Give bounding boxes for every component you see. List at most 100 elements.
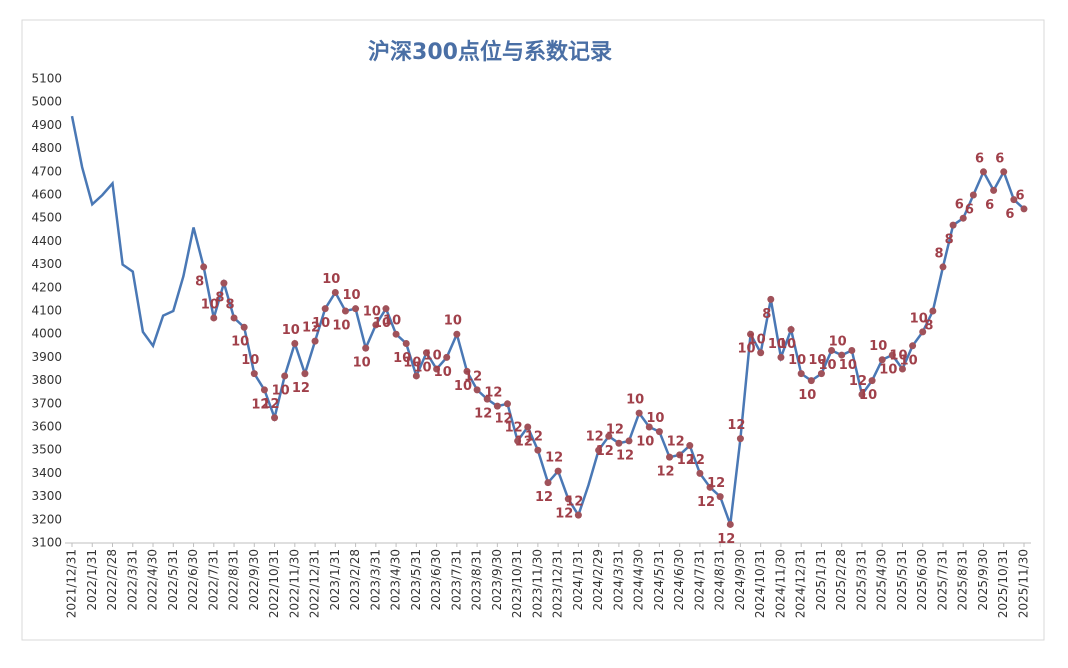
point-label: 12 [586,430,604,445]
x-tick-label: 2022/1/31 [85,549,99,611]
point-marker [291,339,299,347]
y-tick-label: 3800 [31,373,62,387]
y-tick-label: 4600 [31,188,62,202]
point-marker [828,346,836,354]
point-marker [412,372,420,380]
point-marker [939,263,947,271]
point-label: 10 [636,435,654,450]
point-marker [767,295,775,303]
x-tick-label: 2024/1/31 [571,549,585,611]
point-marker [240,323,248,331]
y-tick-label: 5100 [31,72,62,86]
point-marker [392,330,400,338]
point-label: 8 [195,274,204,289]
point-marker [645,423,653,431]
point-marker [220,279,228,287]
x-tick-label: 2025/8/31 [956,549,970,611]
point-label: 10 [626,393,644,408]
point-marker [858,391,866,399]
point-label: 10 [312,316,330,331]
y-tick-label: 3500 [31,443,62,457]
point-marker [1000,168,1008,176]
point-label: 10 [373,316,391,331]
y-tick-label: 3100 [31,536,62,550]
x-tick-label: 2023/12/31 [551,549,565,618]
x-tick-label: 2024/10/31 [753,549,767,618]
point-label: 12 [515,435,533,450]
point-label: 8 [215,291,224,306]
x-tick-label: 2021/12/31 [65,549,79,618]
point-marker [696,469,704,477]
point-label: 8 [934,246,943,261]
point-marker [949,221,957,229]
point-marker [200,263,208,271]
x-tick-label: 2022/2/28 [105,549,119,611]
point-marker [817,370,825,378]
y-tick-label: 4500 [31,211,62,225]
point-label: 10 [272,383,290,398]
point-label: 6 [975,151,984,166]
point-marker [281,372,289,380]
point-marker [686,442,694,450]
point-label: 12 [667,434,685,449]
point-marker [301,370,309,378]
point-label: 10 [889,349,907,364]
x-tick-label: 2023/5/31 [409,549,423,611]
point-marker [564,495,572,503]
point-marker [352,305,360,313]
point-label: 10 [839,358,857,373]
point-label: 12 [535,490,553,505]
point-marker [635,409,643,417]
x-tick-label: 2025/7/31 [935,549,949,611]
point-marker [402,339,410,347]
point-label: 6 [985,198,994,213]
x-tick-label: 2023/7/31 [449,549,463,611]
point-marker [797,370,805,378]
point-marker [230,314,238,322]
point-label: 10 [383,314,401,329]
point-marker [534,446,542,454]
point-label: 12 [616,448,634,463]
point-label: 10 [201,297,219,312]
y-tick-label: 4700 [31,164,62,178]
x-tick-label: 2025/1/31 [814,549,828,611]
point-label: 10 [798,388,816,403]
point-label: 6 [955,198,964,213]
point-label: 10 [879,363,897,378]
point-label: 12 [251,397,269,412]
point-label: 12 [849,374,867,389]
point-label: 10 [403,355,421,370]
point-marker [250,370,258,378]
point-marker [311,337,319,345]
x-tick-label: 2022/8/31 [227,549,241,611]
point-marker [362,344,370,352]
y-tick-label: 4800 [31,141,62,155]
x-tick-label: 2025/10/31 [996,549,1010,618]
point-marker [898,365,906,373]
point-marker [1010,196,1018,204]
x-tick-label: 2024/5/31 [652,549,666,611]
point-label: 10 [282,323,300,338]
point-marker [524,423,532,431]
point-label: 8 [924,319,933,334]
point-label: 12 [677,453,695,468]
point-label: 10 [768,337,786,352]
x-tick-label: 2023/4/30 [389,549,403,611]
point-label: 10 [434,365,452,380]
x-tick-label: 2022/7/31 [206,549,220,611]
point-label: 10 [808,353,826,368]
point-label: 10 [231,335,249,350]
x-tick-label: 2022/12/31 [308,549,322,618]
point-marker [463,367,471,375]
point-marker [878,356,886,364]
point-label: 10 [322,272,340,287]
x-tick-label: 2025/5/31 [895,549,909,611]
point-label: 12 [545,451,563,466]
point-label: 12 [727,418,745,433]
x-tick-label: 2025/6/30 [915,549,929,611]
point-label: 10 [748,332,766,347]
point-marker [210,314,218,322]
x-tick-label: 2025/11/30 [1017,549,1031,618]
point-marker [909,342,917,350]
point-marker [605,432,613,440]
